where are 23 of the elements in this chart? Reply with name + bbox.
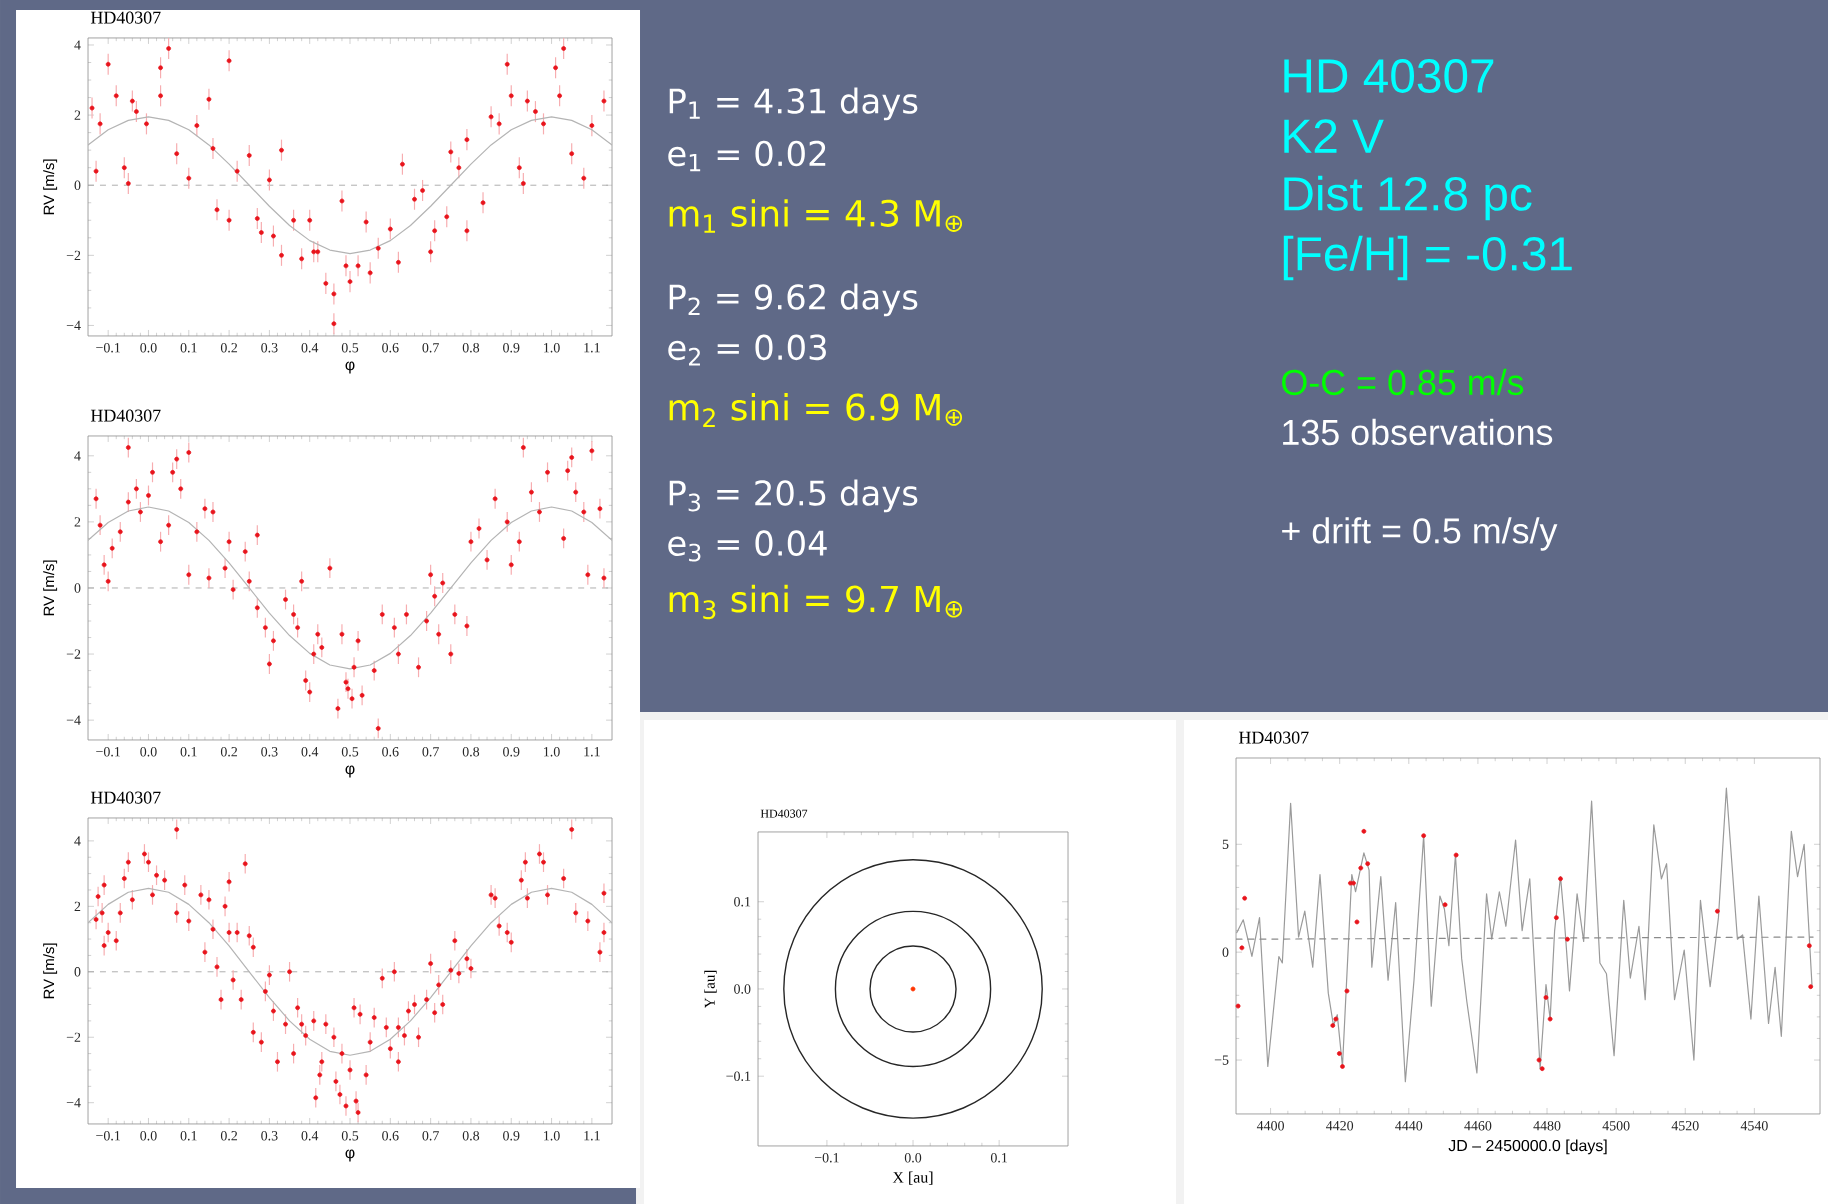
chart-title: HD40307: [90, 11, 161, 24]
text: m$_{2}$ sini = 6.9 M$_{⊕}$: [669, 392, 963, 427]
text: P$_{2}$ = 9.62 days: [669, 283, 918, 317]
line-series: [88, 887, 613, 1056]
text: e$_{1}$ = 0.02: [668, 140, 826, 172]
text: 135 observations: [1283, 418, 1553, 446]
chart-title: HD40307: [1238, 731, 1309, 744]
line-series: [88, 116, 613, 255]
text: e$_{3}$ = 0.04: [668, 530, 827, 562]
text: K2 V: [1284, 119, 1384, 153]
chart-title: HD40307: [90, 791, 161, 804]
text: P$_{1}$ = 4.31 days: [669, 87, 918, 121]
text: m$_{3}$ sini = 9.7 M$_{⊕}$: [669, 584, 963, 620]
chart-title: HD40307: [90, 409, 161, 422]
text: e$_{2}$ = 0.03: [668, 334, 826, 366]
line-series: [1236, 787, 1813, 1083]
text: O-C = 0.85 m/s: [1282, 368, 1524, 396]
text: Dist 12.8 pc: [1284, 175, 1532, 221]
text: HD 40307: [1284, 59, 1494, 93]
text: [Fe/H] = -0.31: [1283, 235, 1572, 281]
text: P$_{3}$ = 20.5 days: [669, 479, 918, 513]
text: m$_{1}$ sini = 4.3 M$_{⊕}$: [669, 199, 963, 233]
text: + drift = 0.5 m/s/y: [1282, 517, 1558, 551]
